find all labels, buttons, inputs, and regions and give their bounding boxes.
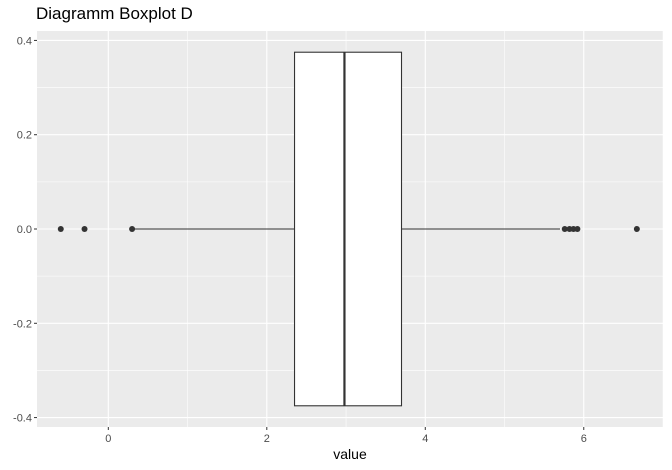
interquartile-box: [293, 51, 403, 407]
chart-title: Diagramm Boxplot D: [36, 4, 193, 23]
y-tick-label: -0.4: [13, 413, 32, 425]
y-tick-label: 0.2: [17, 130, 32, 142]
axes: 0 2 4 6 -0.4 -0.2 0.0 0.2 0.4: [13, 35, 587, 445]
y-tick-label: 0.0: [17, 224, 32, 236]
x-tick-label: 6: [581, 433, 587, 445]
x-tick-label: 0: [105, 433, 111, 445]
outlier-point: [633, 226, 640, 232]
outlier-point: [129, 226, 136, 232]
x-axis-title: value: [333, 446, 367, 462]
outlier-point: [574, 226, 581, 232]
outlier-point: [57, 226, 64, 232]
y-tick-label: -0.2: [13, 318, 32, 330]
chart-marks: [57, 51, 640, 407]
y-tick-label: 0.4: [17, 35, 32, 47]
x-tick-label: 2: [264, 433, 270, 445]
outlier-point: [561, 226, 568, 232]
outlier-point: [81, 226, 88, 232]
x-tick-label: 4: [422, 433, 428, 445]
